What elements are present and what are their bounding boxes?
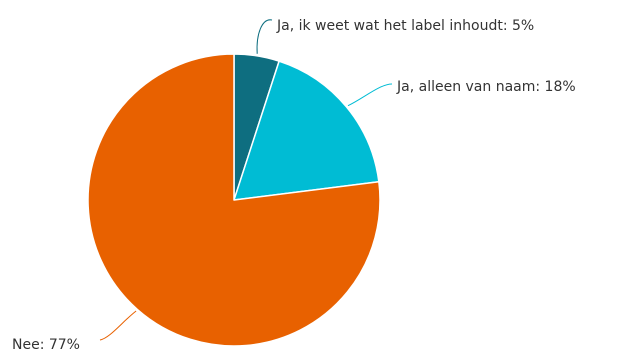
leader-line-0 <box>256 19 273 54</box>
labels-layer: Ja, ik weet wat het label inhoudt: 5% Ja,… <box>12 18 576 353</box>
pie-slice-1 <box>233 60 380 201</box>
slices-layer <box>87 53 381 347</box>
leader-line-1 <box>347 83 393 107</box>
slice-label-1: Ja, alleen van naam: 18% <box>396 79 576 95</box>
slice-label-2: Nee: 77% <box>12 337 80 353</box>
slice-label-0: Ja, ik weet wat het label inhoudt: 5% <box>276 18 534 34</box>
leader-line-2 <box>99 310 137 341</box>
pie-slice-2 <box>87 53 381 347</box>
leader-lines-layer <box>99 19 393 341</box>
